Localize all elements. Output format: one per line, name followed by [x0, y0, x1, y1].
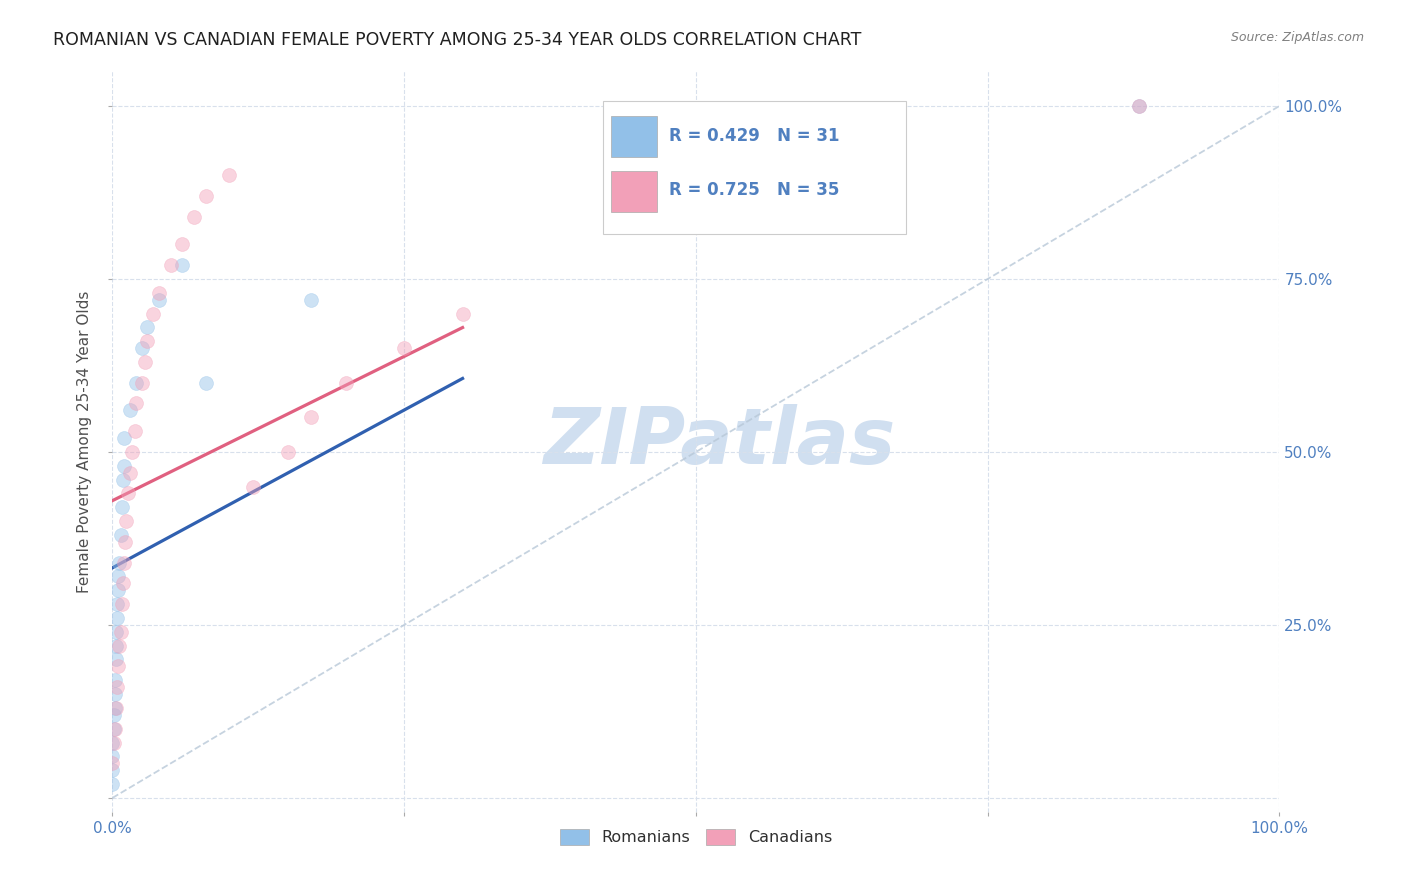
Point [107, 569, 129, 583]
Point [299, 293, 322, 307]
Text: R = 0.429   N = 31: R = 0.429 N = 31 [669, 127, 839, 145]
Point [104, 673, 127, 688]
Point [1128, 99, 1150, 113]
Point [111, 597, 134, 611]
FancyBboxPatch shape [603, 101, 905, 235]
Point [131, 341, 153, 355]
Point [107, 659, 129, 673]
Text: ZIPatlas: ZIPatlas [543, 403, 896, 480]
Point [111, 500, 134, 515]
Point [105, 597, 128, 611]
Y-axis label: Female Poverty Among 25-34 Year Olds: Female Poverty Among 25-34 Year Olds [77, 291, 93, 592]
Point [104, 639, 127, 653]
Point [172, 237, 194, 252]
Point [125, 376, 148, 390]
Point [148, 285, 170, 300]
Point [112, 458, 135, 473]
Point [108, 639, 131, 653]
Point [104, 701, 127, 715]
Point [118, 466, 141, 480]
Point [114, 534, 136, 549]
Point [183, 210, 205, 224]
Point [131, 376, 153, 390]
Point [103, 707, 125, 722]
Text: Source: ZipAtlas.com: Source: ZipAtlas.com [1230, 31, 1364, 45]
Point [112, 556, 135, 570]
Point [136, 334, 159, 349]
Point [111, 576, 134, 591]
Point [110, 624, 132, 639]
Point [160, 258, 183, 272]
Point [103, 722, 125, 736]
Point [125, 396, 148, 410]
Point [194, 189, 217, 203]
FancyBboxPatch shape [610, 116, 658, 156]
Text: ROMANIAN VS CANADIAN FEMALE POVERTY AMONG 25-34 YEAR OLDS CORRELATION CHART: ROMANIAN VS CANADIAN FEMALE POVERTY AMON… [53, 31, 862, 49]
Point [218, 168, 240, 182]
Point [108, 556, 131, 570]
Point [105, 611, 128, 625]
FancyBboxPatch shape [610, 171, 658, 212]
Point [172, 258, 194, 272]
Point [1128, 99, 1150, 113]
Point [104, 722, 127, 736]
Point [148, 293, 170, 307]
Point [105, 680, 128, 694]
Legend: Romanians, Canadians: Romanians, Canadians [554, 822, 838, 852]
Point [103, 735, 125, 749]
Point [299, 410, 322, 425]
Point [104, 687, 127, 701]
Point [136, 320, 159, 334]
Point [142, 306, 165, 320]
Point [118, 403, 141, 417]
Point [104, 701, 127, 715]
Point [124, 424, 146, 438]
Point [115, 514, 138, 528]
Point [101, 756, 124, 771]
Point [451, 306, 474, 320]
Point [111, 473, 134, 487]
Point [101, 735, 124, 749]
Point [101, 777, 124, 791]
Point [112, 431, 135, 445]
Point [335, 376, 357, 390]
Text: R = 0.725   N = 35: R = 0.725 N = 35 [669, 181, 839, 199]
Point [117, 486, 139, 500]
Point [104, 624, 127, 639]
Point [134, 355, 156, 369]
Point [194, 376, 217, 390]
Point [107, 583, 129, 598]
Point [276, 445, 298, 459]
Point [101, 749, 124, 764]
Point [104, 652, 127, 666]
Point [242, 479, 264, 493]
Point [110, 528, 132, 542]
Point [121, 445, 143, 459]
Point [394, 341, 416, 355]
Point [101, 763, 124, 777]
